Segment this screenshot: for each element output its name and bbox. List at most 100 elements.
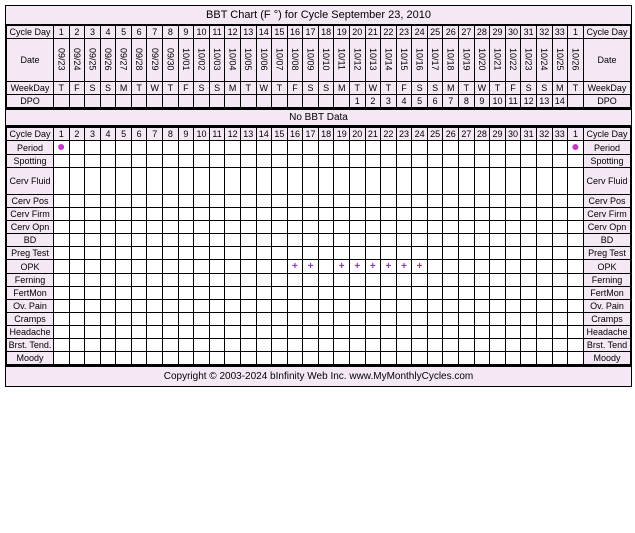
data-cell: [412, 234, 428, 247]
data-cell: [521, 141, 537, 155]
data-cell: [85, 300, 101, 313]
data-cell: [209, 313, 225, 326]
data-cell: [178, 260, 194, 274]
data-cell: [443, 326, 459, 339]
data-cell: [349, 300, 365, 313]
data-cell: [163, 260, 179, 274]
data-cell: [194, 195, 210, 208]
data-cell: [240, 155, 256, 168]
data-cell: [381, 274, 397, 287]
data-cell: [349, 168, 365, 195]
data-cell: [396, 155, 412, 168]
data-cell: [69, 300, 85, 313]
data-cell: [381, 155, 397, 168]
cell: 10/08: [287, 39, 303, 82]
cell: M: [443, 82, 459, 95]
data-cell: [131, 274, 147, 287]
cell: 3: [85, 128, 101, 141]
data-cell: [225, 155, 241, 168]
data-cell: [85, 195, 101, 208]
data-cell: [54, 326, 70, 339]
data-cell: [131, 339, 147, 352]
data-cell: [209, 247, 225, 260]
cell: 10/16: [412, 39, 428, 82]
data-cell: [240, 247, 256, 260]
cell: 10/24: [536, 39, 552, 82]
data-row: CrampsCramps: [7, 313, 631, 326]
cell: S: [100, 82, 116, 95]
cell: 10/09: [303, 39, 319, 82]
data-cell: [505, 247, 521, 260]
row-label: Cerv Fluid: [7, 168, 54, 195]
data-cell: [147, 168, 163, 195]
cell: 20: [349, 26, 365, 39]
data-cell: [505, 141, 521, 155]
data-cell: [459, 247, 475, 260]
data-cell: [303, 234, 319, 247]
data-cell: [287, 155, 303, 168]
cell: F: [287, 82, 303, 95]
data-cell: +: [287, 260, 303, 274]
data-cell: [256, 339, 272, 352]
data-cell: [427, 300, 443, 313]
cell: 25: [427, 26, 443, 39]
cell: 1: [54, 26, 70, 39]
data-cell: [443, 339, 459, 352]
data-cell: [459, 195, 475, 208]
data-cell: [225, 300, 241, 313]
cell: 09/26: [100, 39, 116, 82]
data-cell: [178, 352, 194, 365]
data-cell: [459, 287, 475, 300]
data-cell: [552, 208, 568, 221]
data-cell: [349, 141, 365, 155]
data-cell: [225, 274, 241, 287]
cell: F: [69, 82, 85, 95]
data-cell: [303, 274, 319, 287]
data-cell: [381, 339, 397, 352]
cell: 27: [459, 26, 475, 39]
data-cell: [536, 221, 552, 234]
cell: 19: [334, 26, 350, 39]
data-cell: [521, 195, 537, 208]
cell: 14: [256, 26, 272, 39]
cell: 09/30: [163, 39, 179, 82]
data-cell: [505, 326, 521, 339]
data-cell: [568, 168, 584, 195]
data-cell: [536, 155, 552, 168]
data-cell: [287, 247, 303, 260]
data-cell: [54, 339, 70, 352]
data-cell: [568, 274, 584, 287]
data-cell: [552, 260, 568, 274]
data-cell: [272, 221, 288, 234]
data-cell: [256, 155, 272, 168]
data-cell: [240, 195, 256, 208]
cell: 09/24: [69, 39, 85, 82]
data-cell: [194, 274, 210, 287]
data-cell: [131, 221, 147, 234]
data-cell: [443, 313, 459, 326]
row-label-right: Cerv Pos: [584, 195, 631, 208]
cell: 13: [240, 128, 256, 141]
data-cell: [412, 313, 428, 326]
cell: S: [427, 82, 443, 95]
data-cell: [334, 326, 350, 339]
data-cell: [116, 168, 132, 195]
data-cell: [225, 247, 241, 260]
data-cell: [459, 168, 475, 195]
cycle-day-label-2: Cycle Day: [7, 128, 54, 141]
cell: 17: [303, 128, 319, 141]
cell: 09/27: [116, 39, 132, 82]
row-label: Spotting: [7, 155, 54, 168]
data-cell: [552, 141, 568, 155]
data-cell: [412, 195, 428, 208]
data-cell: [521, 221, 537, 234]
data-cell: [54, 313, 70, 326]
data-cell: [85, 221, 101, 234]
data-cell: [412, 208, 428, 221]
data-cell: [365, 352, 381, 365]
data-cell: [536, 326, 552, 339]
data-cell: [568, 352, 584, 365]
data-row: SpottingSpotting: [7, 155, 631, 168]
cell: [209, 95, 225, 108]
data-cell: [303, 221, 319, 234]
